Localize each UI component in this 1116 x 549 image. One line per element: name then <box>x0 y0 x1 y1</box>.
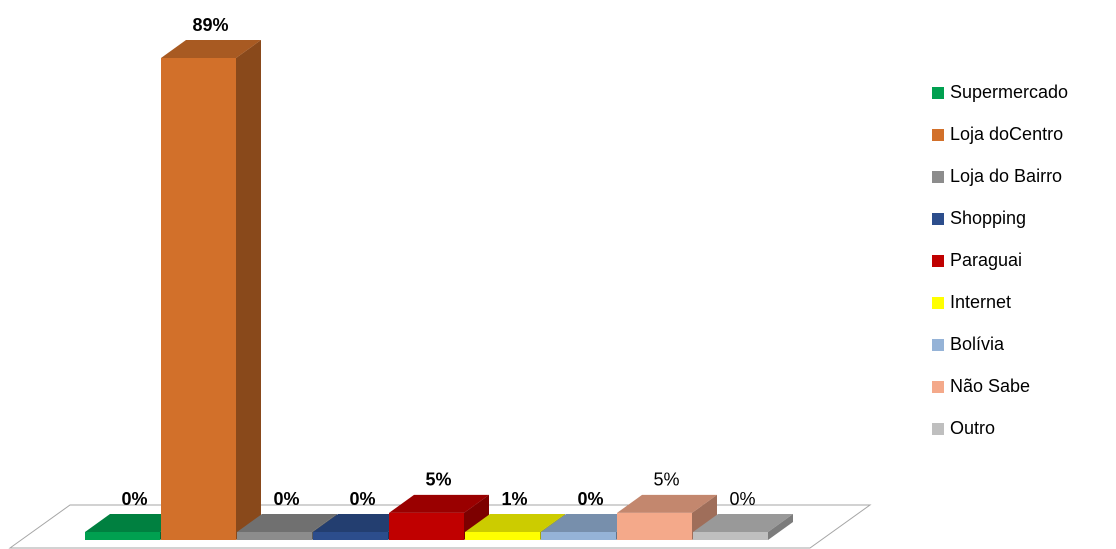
legend-label: Bolívia <box>950 334 1005 354</box>
value-label: 0% <box>729 489 755 509</box>
legend-label: Shopping <box>950 208 1026 228</box>
bar-top <box>85 514 185 532</box>
value-label: 0% <box>121 489 147 509</box>
value-label: 0% <box>349 489 375 509</box>
bar-top <box>693 514 793 532</box>
legend-label: Não Sabe <box>950 376 1030 396</box>
legend-label: Internet <box>950 292 1011 312</box>
bar-front <box>465 532 540 540</box>
bar-front <box>161 58 236 540</box>
value-label: 0% <box>577 489 603 509</box>
legend-swatch <box>932 255 944 267</box>
legend-label: Supermercado <box>950 82 1068 102</box>
bar-front <box>617 512 692 540</box>
legend-label: Loja doCentro <box>950 124 1063 144</box>
value-label: 89% <box>192 15 228 35</box>
bar-side <box>768 514 793 540</box>
legend-swatch <box>932 171 944 183</box>
legend-swatch <box>932 129 944 141</box>
legend-swatch <box>932 297 944 309</box>
bar-front <box>237 532 312 540</box>
bar-front <box>313 532 388 540</box>
bar-front <box>389 512 464 540</box>
legend-label: Loja do Bairro <box>950 166 1062 186</box>
value-label: 5% <box>653 470 679 490</box>
bar-side <box>236 40 261 540</box>
value-label: 0% <box>273 489 299 509</box>
bar-front <box>541 532 616 540</box>
bar <box>161 40 261 540</box>
bar-top <box>541 514 641 532</box>
bar <box>693 514 793 540</box>
legend-swatch <box>932 87 944 99</box>
bar-top <box>161 40 261 58</box>
value-label: 1% <box>501 489 527 509</box>
legend-label: Paraguai <box>950 250 1022 270</box>
bar-top <box>617 494 717 513</box>
bar-front <box>85 532 160 540</box>
legend-swatch <box>932 381 944 393</box>
legend-label: Outro <box>950 418 995 438</box>
bar-top <box>313 514 413 532</box>
value-label: 5% <box>425 470 451 490</box>
legend-swatch <box>932 339 944 351</box>
floor <box>8 504 872 549</box>
bar-front <box>693 532 768 540</box>
legend-swatch <box>932 213 944 225</box>
legend-swatch <box>932 423 944 435</box>
bar-top <box>237 514 337 532</box>
bar-top <box>389 494 489 513</box>
bar-top <box>465 514 565 532</box>
